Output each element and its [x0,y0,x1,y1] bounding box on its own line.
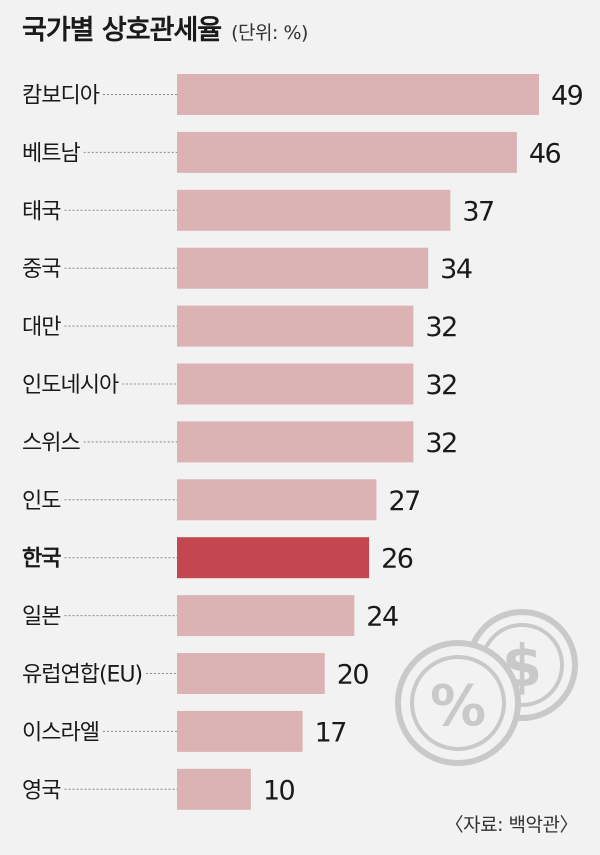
bar [177,363,414,405]
bar [177,189,451,231]
bar [177,768,251,810]
bar [177,653,325,694]
category-label: 중국 [22,257,61,282]
category-label: 이스라엘 [22,720,99,745]
value-label: 49 [551,81,583,112]
bar [177,479,377,521]
category-label: 일본 [22,605,61,630]
source-note: 〈자료: 백악관〉 [444,814,579,836]
coin-icons: $ % [395,609,578,766]
value-label: 17 [315,717,346,748]
svg-text:%: % [430,674,486,739]
category-label: 베트남 [22,141,80,166]
value-label: 24 [366,602,398,633]
category-label: 한국 [22,547,61,572]
category-label: 대만 [22,315,61,340]
value-label: 32 [425,370,456,401]
bar [177,595,355,637]
bar [177,305,414,347]
category-label: 태국 [22,199,61,224]
value-label: 32 [425,428,456,459]
bar [177,74,539,115]
category-label: 영국 [22,778,61,803]
bar-highlight [177,537,370,579]
value-label: 10 [263,775,295,806]
percent-coin-icon: % [395,640,521,766]
value-label: 26 [381,544,413,575]
bar [177,131,517,173]
category-label: 인도네시아 [22,373,119,398]
bar [177,247,429,289]
category-label: 인도 [22,489,61,514]
value-label: 34 [440,254,472,285]
value-label: 27 [388,486,419,517]
chart-title: 국가별 상호관세율 [22,15,222,46]
category-label: 유럽연합(EU) [22,663,142,688]
bar [177,710,303,752]
value-label: 37 [462,196,493,227]
value-label: 32 [425,312,456,343]
category-label: 스위스 [22,431,80,456]
value-label: 46 [529,138,561,169]
unit-note: (단위: %) [231,22,308,44]
value-label: 20 [337,660,369,691]
category-label: 캄보디아 [22,84,100,109]
title-row: 국가별 상호관세율 (단위: %) [22,8,308,47]
bar [177,421,414,463]
